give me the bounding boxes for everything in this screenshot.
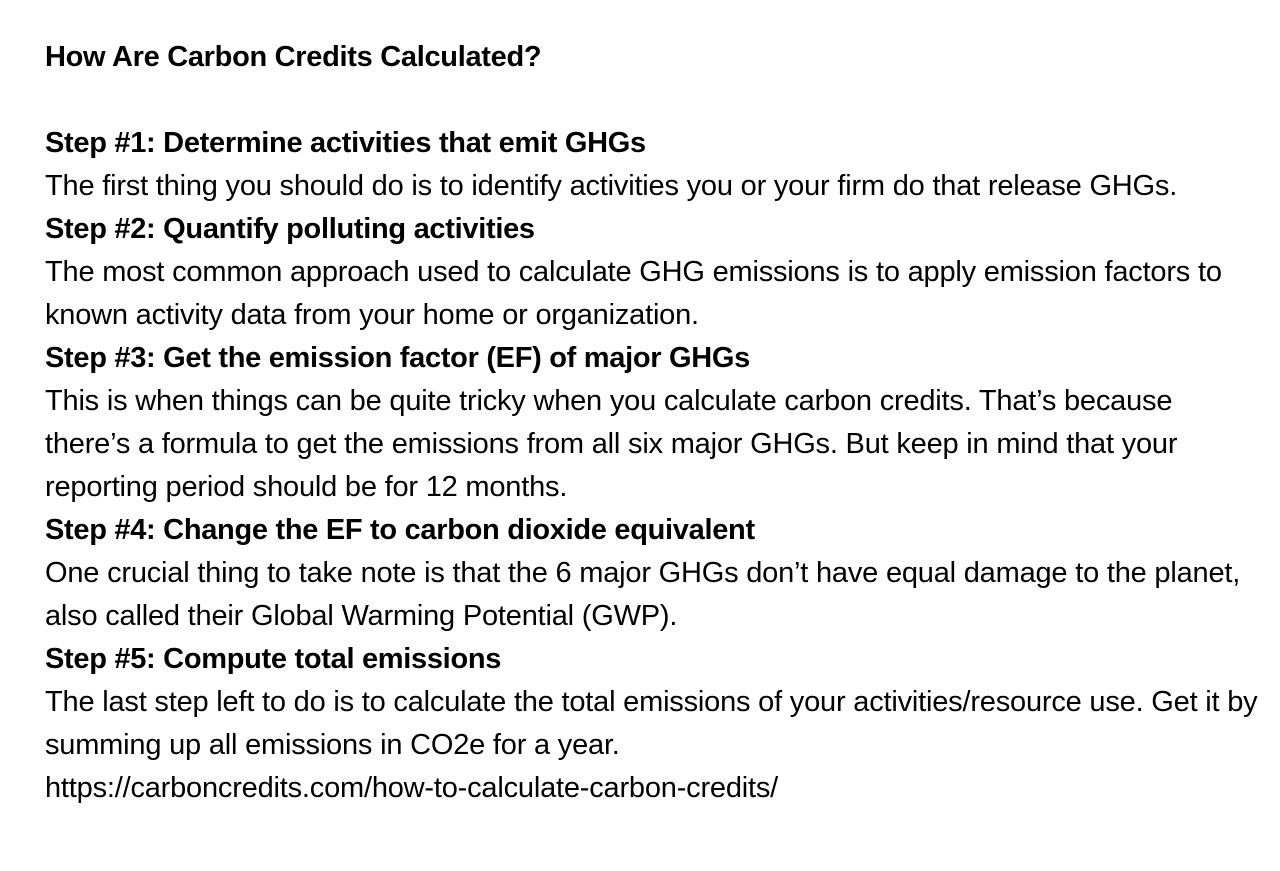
step-1-body: The first thing you should do is to iden…: [45, 170, 1178, 202]
document-title: How Are Carbon Credits Calculated?: [45, 41, 542, 73]
step-3-body: This is when things can be quite tricky …: [45, 385, 1178, 503]
source-url: https://carboncredits.com/how-to-calcula…: [45, 772, 779, 804]
step-3-heading: Step #3: Get the emission factor (EF) of…: [45, 342, 750, 374]
step-5-body: The last step left to do is to calculate…: [45, 686, 1258, 761]
title-spacer: [45, 79, 1265, 122]
step-1-heading: Step #1: Determine activities that emit …: [45, 127, 646, 159]
step-2-body: The most common approach used to calcula…: [45, 256, 1222, 331]
step-3: Step #3: Get the emission factor (EF) of…: [45, 337, 1265, 509]
step-2-heading: Step #2: Quantify polluting activities: [45, 213, 535, 245]
step-2: Step #2: Quantify polluting activities T…: [45, 208, 1265, 337]
step-4-body: One crucial thing to take note is that t…: [45, 557, 1241, 632]
step-5: Step #5: Compute total emissions The las…: [45, 638, 1265, 767]
step-5-heading: Step #5: Compute total emissions: [45, 643, 502, 675]
step-4-heading: Step #4: Change the EF to carbon dioxide…: [45, 514, 755, 546]
step-4: Step #4: Change the EF to carbon dioxide…: [45, 509, 1265, 638]
step-1: Step #1: Determine activities that emit …: [45, 122, 1265, 208]
document-page: How Are Carbon Credits Calculated? Step …: [45, 36, 1265, 810]
